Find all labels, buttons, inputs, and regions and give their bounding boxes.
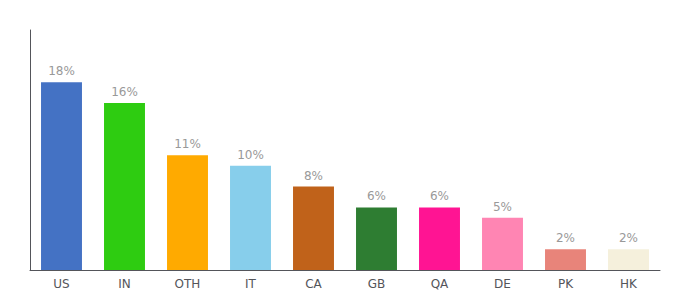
svg-text:CA: CA [305,277,322,291]
svg-text:IT: IT [245,277,257,291]
svg-text:5%: 5% [493,200,512,214]
svg-text:10%: 10% [237,148,264,162]
svg-text:HK: HK [620,277,638,291]
svg-text:QA: QA [431,277,449,291]
svg-text:DE: DE [494,277,511,291]
svg-text:PK: PK [558,277,574,291]
svg-text:US: US [53,277,69,291]
svg-text:6%: 6% [430,189,449,203]
svg-text:OTH: OTH [175,277,201,291]
svg-text:2%: 2% [619,231,638,245]
svg-text:6%: 6% [367,189,386,203]
svg-text:GB: GB [368,277,386,291]
svg-text:16%: 16% [111,85,138,99]
svg-text:18%: 18% [48,64,75,78]
svg-text:11%: 11% [174,137,201,151]
svg-text:IN: IN [118,277,131,291]
svg-text:2%: 2% [556,231,575,245]
svg-text:8%: 8% [304,169,323,183]
